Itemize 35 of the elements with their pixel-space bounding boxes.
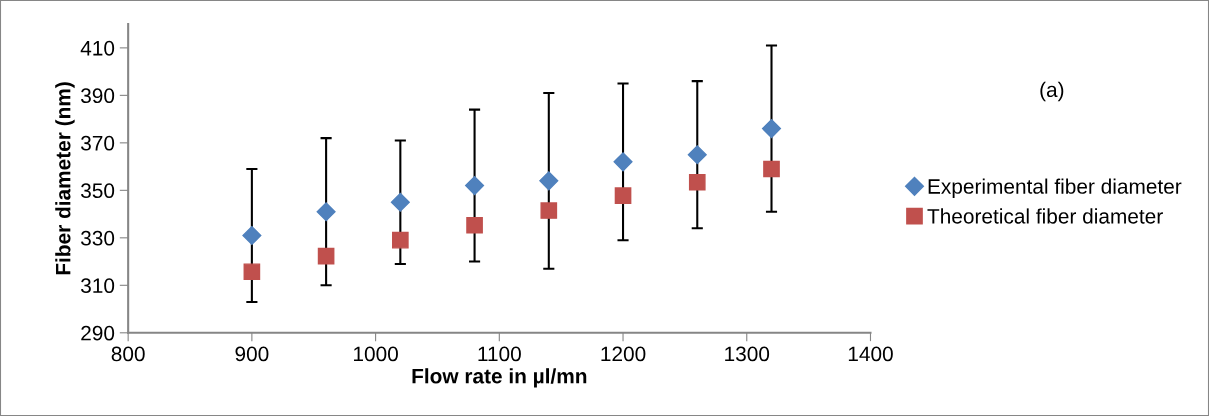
y-tick-label: 290	[81, 325, 115, 341]
point	[242, 225, 262, 245]
x-tick-label: 800	[111, 346, 145, 362]
point	[465, 176, 485, 196]
point	[540, 202, 558, 219]
text: (a)	[1040, 81, 1064, 102]
x-tick-label: 1300	[725, 346, 770, 362]
point	[687, 145, 707, 165]
point	[539, 171, 559, 191]
x-tick-label: 900	[235, 346, 269, 362]
y-tick-label: 350	[81, 183, 115, 199]
point	[243, 263, 261, 281]
y-axis-title: Fiber diameter (nm)	[55, 82, 75, 275]
y-tick-label: 330	[81, 230, 115, 246]
legend-label: Experimental fiber diameter	[928, 178, 1182, 198]
x-tick-label: 1400	[848, 346, 893, 362]
y-tick-label: 310	[81, 278, 115, 294]
point	[763, 160, 780, 178]
x-tick-label: 1000	[354, 346, 398, 362]
x-axis-title: Flow rate in µl/mn	[412, 368, 587, 388]
y-tick-label: 410	[80, 40, 115, 56]
x-tick-label: 1200	[601, 346, 646, 362]
point	[761, 119, 782, 139]
legend-label: Theoretical fiber diameter	[927, 208, 1163, 224]
point	[614, 187, 632, 204]
point	[316, 202, 336, 222]
y-tick-label: 370	[81, 135, 115, 151]
point	[392, 231, 409, 249]
point	[613, 152, 633, 172]
x-tick-label: 1100	[478, 346, 521, 362]
point	[688, 173, 706, 191]
point	[317, 247, 335, 265]
y-tick-label: 390	[81, 88, 115, 104]
point	[390, 192, 410, 212]
point	[466, 216, 483, 234]
